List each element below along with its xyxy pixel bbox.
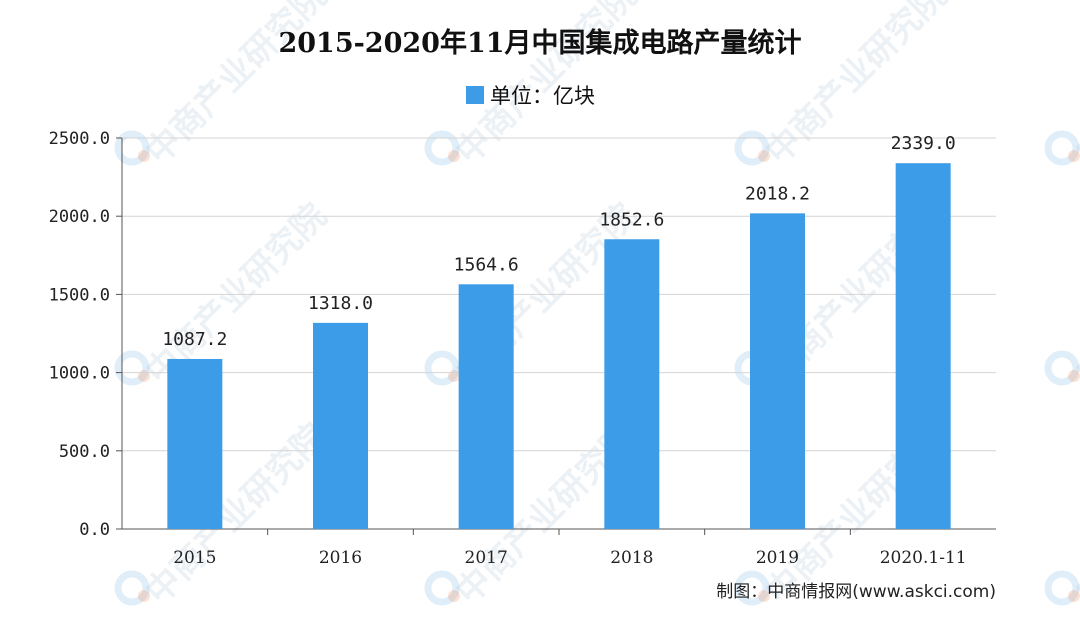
watermark-text: 中商产业研究院 <box>1068 0 1080 172</box>
bars <box>167 163 951 529</box>
legend-swatch <box>466 86 484 104</box>
x-tick-label: 2015 <box>173 548 216 568</box>
x-tick-label: 2020.1-11 <box>880 548 967 568</box>
watermark-logo-dot <box>138 150 150 162</box>
watermark-logo-ring <box>424 570 460 606</box>
watermark: 中商产业研究院 <box>1044 196 1080 393</box>
source-credit: 制图：中商情报网(www.askci.com) <box>716 582 996 602</box>
watermark-text: 中商产业研究院 <box>138 0 335 172</box>
y-tick-label: 1000.0 <box>49 364 110 384</box>
watermark-logo-ring <box>424 130 460 166</box>
watermark-logo-dot <box>138 590 150 602</box>
bar <box>604 239 660 529</box>
watermark: 中商产业研究院 <box>114 416 335 612</box>
watermark: 中商产业研究院 <box>1044 0 1080 172</box>
x-tick-label: 2019 <box>756 548 799 568</box>
watermark-logo-dot <box>758 150 770 162</box>
axes: 0.0 500.0 1000.0 1500.0 2000.0 2500.0 2015 2016… <box>49 129 996 568</box>
watermark-logo-dot <box>758 590 770 602</box>
bar-value-label: 1852.6 <box>599 209 664 230</box>
x-tick-label: 2018 <box>610 548 653 568</box>
y-tick-label: 0.0 <box>79 520 110 540</box>
chart-title: 2015-2020年11月中国集成电路产量统计 <box>278 27 801 59</box>
bar <box>750 213 805 529</box>
y-tick-label: 1500.0 <box>49 285 110 305</box>
gridlines <box>122 137 996 452</box>
watermark-logo-ring <box>114 570 150 606</box>
watermark-logo-dot <box>1068 590 1080 602</box>
data-labels: 1087.2 1318.0 1564.6 1852.6 2018.2 2339.0 <box>162 133 955 350</box>
bar <box>167 358 223 529</box>
watermark-logo-ring <box>734 570 770 606</box>
watermark-logo-ring <box>114 350 150 386</box>
y-tick-label: 500.0 <box>59 442 110 462</box>
bar <box>458 284 514 529</box>
watermark: 中商产业研究院 <box>114 0 335 172</box>
bar-value-label: 2018.2 <box>745 183 810 204</box>
y-tick-label: 2500.0 <box>49 129 110 149</box>
watermark-text: 中商产业研究院 <box>1068 416 1080 613</box>
bar-value-label: 1318.0 <box>308 293 373 314</box>
watermark-logo-dot <box>448 590 460 602</box>
watermark-logo-ring <box>734 130 770 166</box>
bar <box>313 322 368 529</box>
watermark-logo-ring <box>114 130 150 166</box>
watermark-logo-dot <box>1068 150 1080 162</box>
watermark-logo-ring <box>1044 350 1080 386</box>
watermark-logo-ring <box>1044 570 1080 606</box>
legend-label: 单位：亿块 <box>490 84 595 108</box>
watermark-logo-dot <box>448 150 460 162</box>
x-tick-label: 2016 <box>319 548 362 568</box>
bar-value-label: 1087.2 <box>162 329 227 350</box>
bar-value-label: 2339.0 <box>891 133 956 154</box>
bar-value-label: 1564.6 <box>454 254 519 275</box>
bar <box>895 163 951 529</box>
watermark-text: 中商产业研究院 <box>1068 196 1080 393</box>
y-tick-label: 2000.0 <box>49 207 110 227</box>
legend: 单位：亿块 <box>466 84 595 108</box>
watermark-logo-dot <box>1068 370 1080 382</box>
watermark-logo-ring <box>424 350 460 386</box>
watermark-logo-ring <box>1044 130 1080 166</box>
x-tick-label: 2017 <box>465 548 508 568</box>
watermark: 中商产业研究院 <box>1044 416 1080 613</box>
